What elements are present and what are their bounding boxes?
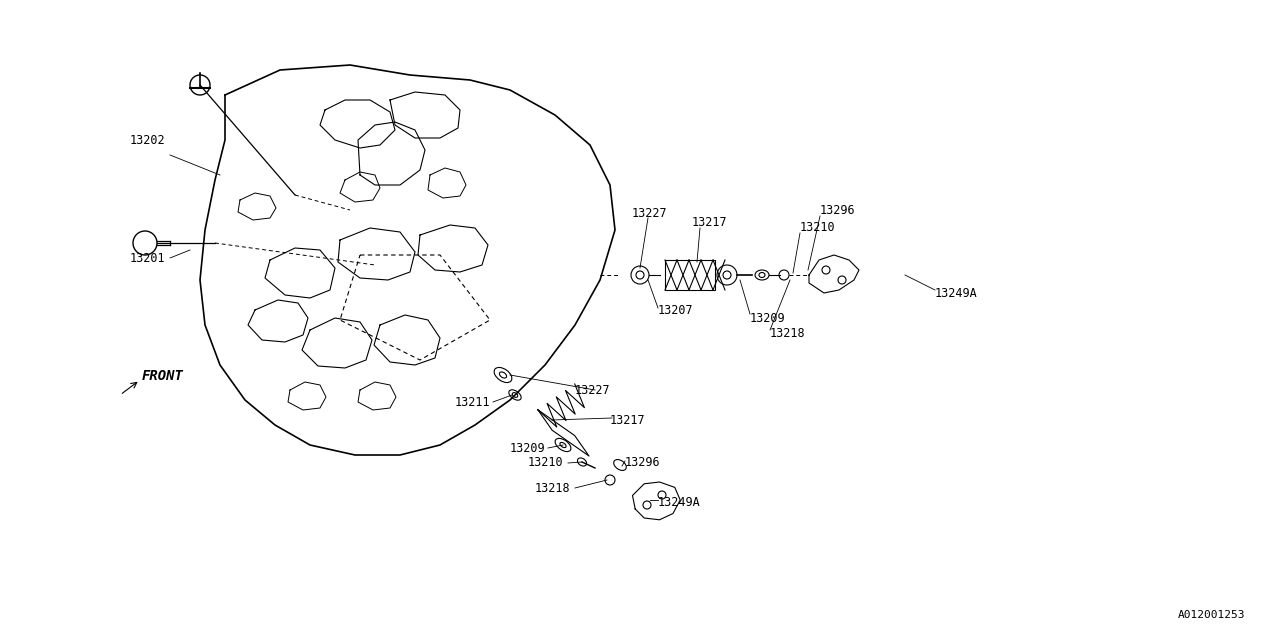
Text: 13210: 13210 bbox=[529, 456, 563, 470]
Text: 13202: 13202 bbox=[131, 134, 165, 147]
Text: 13209: 13209 bbox=[509, 442, 545, 454]
Text: 13227: 13227 bbox=[632, 207, 668, 220]
Text: 13227: 13227 bbox=[575, 383, 611, 397]
Text: 13218: 13218 bbox=[535, 481, 571, 495]
Text: 13296: 13296 bbox=[820, 204, 855, 216]
Text: 13218: 13218 bbox=[771, 326, 805, 339]
Text: 13296: 13296 bbox=[625, 456, 660, 470]
Bar bbox=[666, 260, 716, 290]
Text: 13217: 13217 bbox=[692, 216, 727, 228]
Text: FRONT: FRONT bbox=[142, 369, 184, 383]
Text: 13201: 13201 bbox=[131, 252, 165, 264]
Text: 13249A: 13249A bbox=[658, 495, 700, 509]
Text: 13210: 13210 bbox=[800, 221, 836, 234]
Text: 13207: 13207 bbox=[658, 303, 694, 317]
Text: 13217: 13217 bbox=[611, 413, 645, 426]
Text: 13211: 13211 bbox=[454, 396, 490, 408]
Text: 13249A: 13249A bbox=[934, 287, 978, 300]
Text: A012001253: A012001253 bbox=[1178, 610, 1245, 620]
Text: 13209: 13209 bbox=[750, 312, 786, 324]
